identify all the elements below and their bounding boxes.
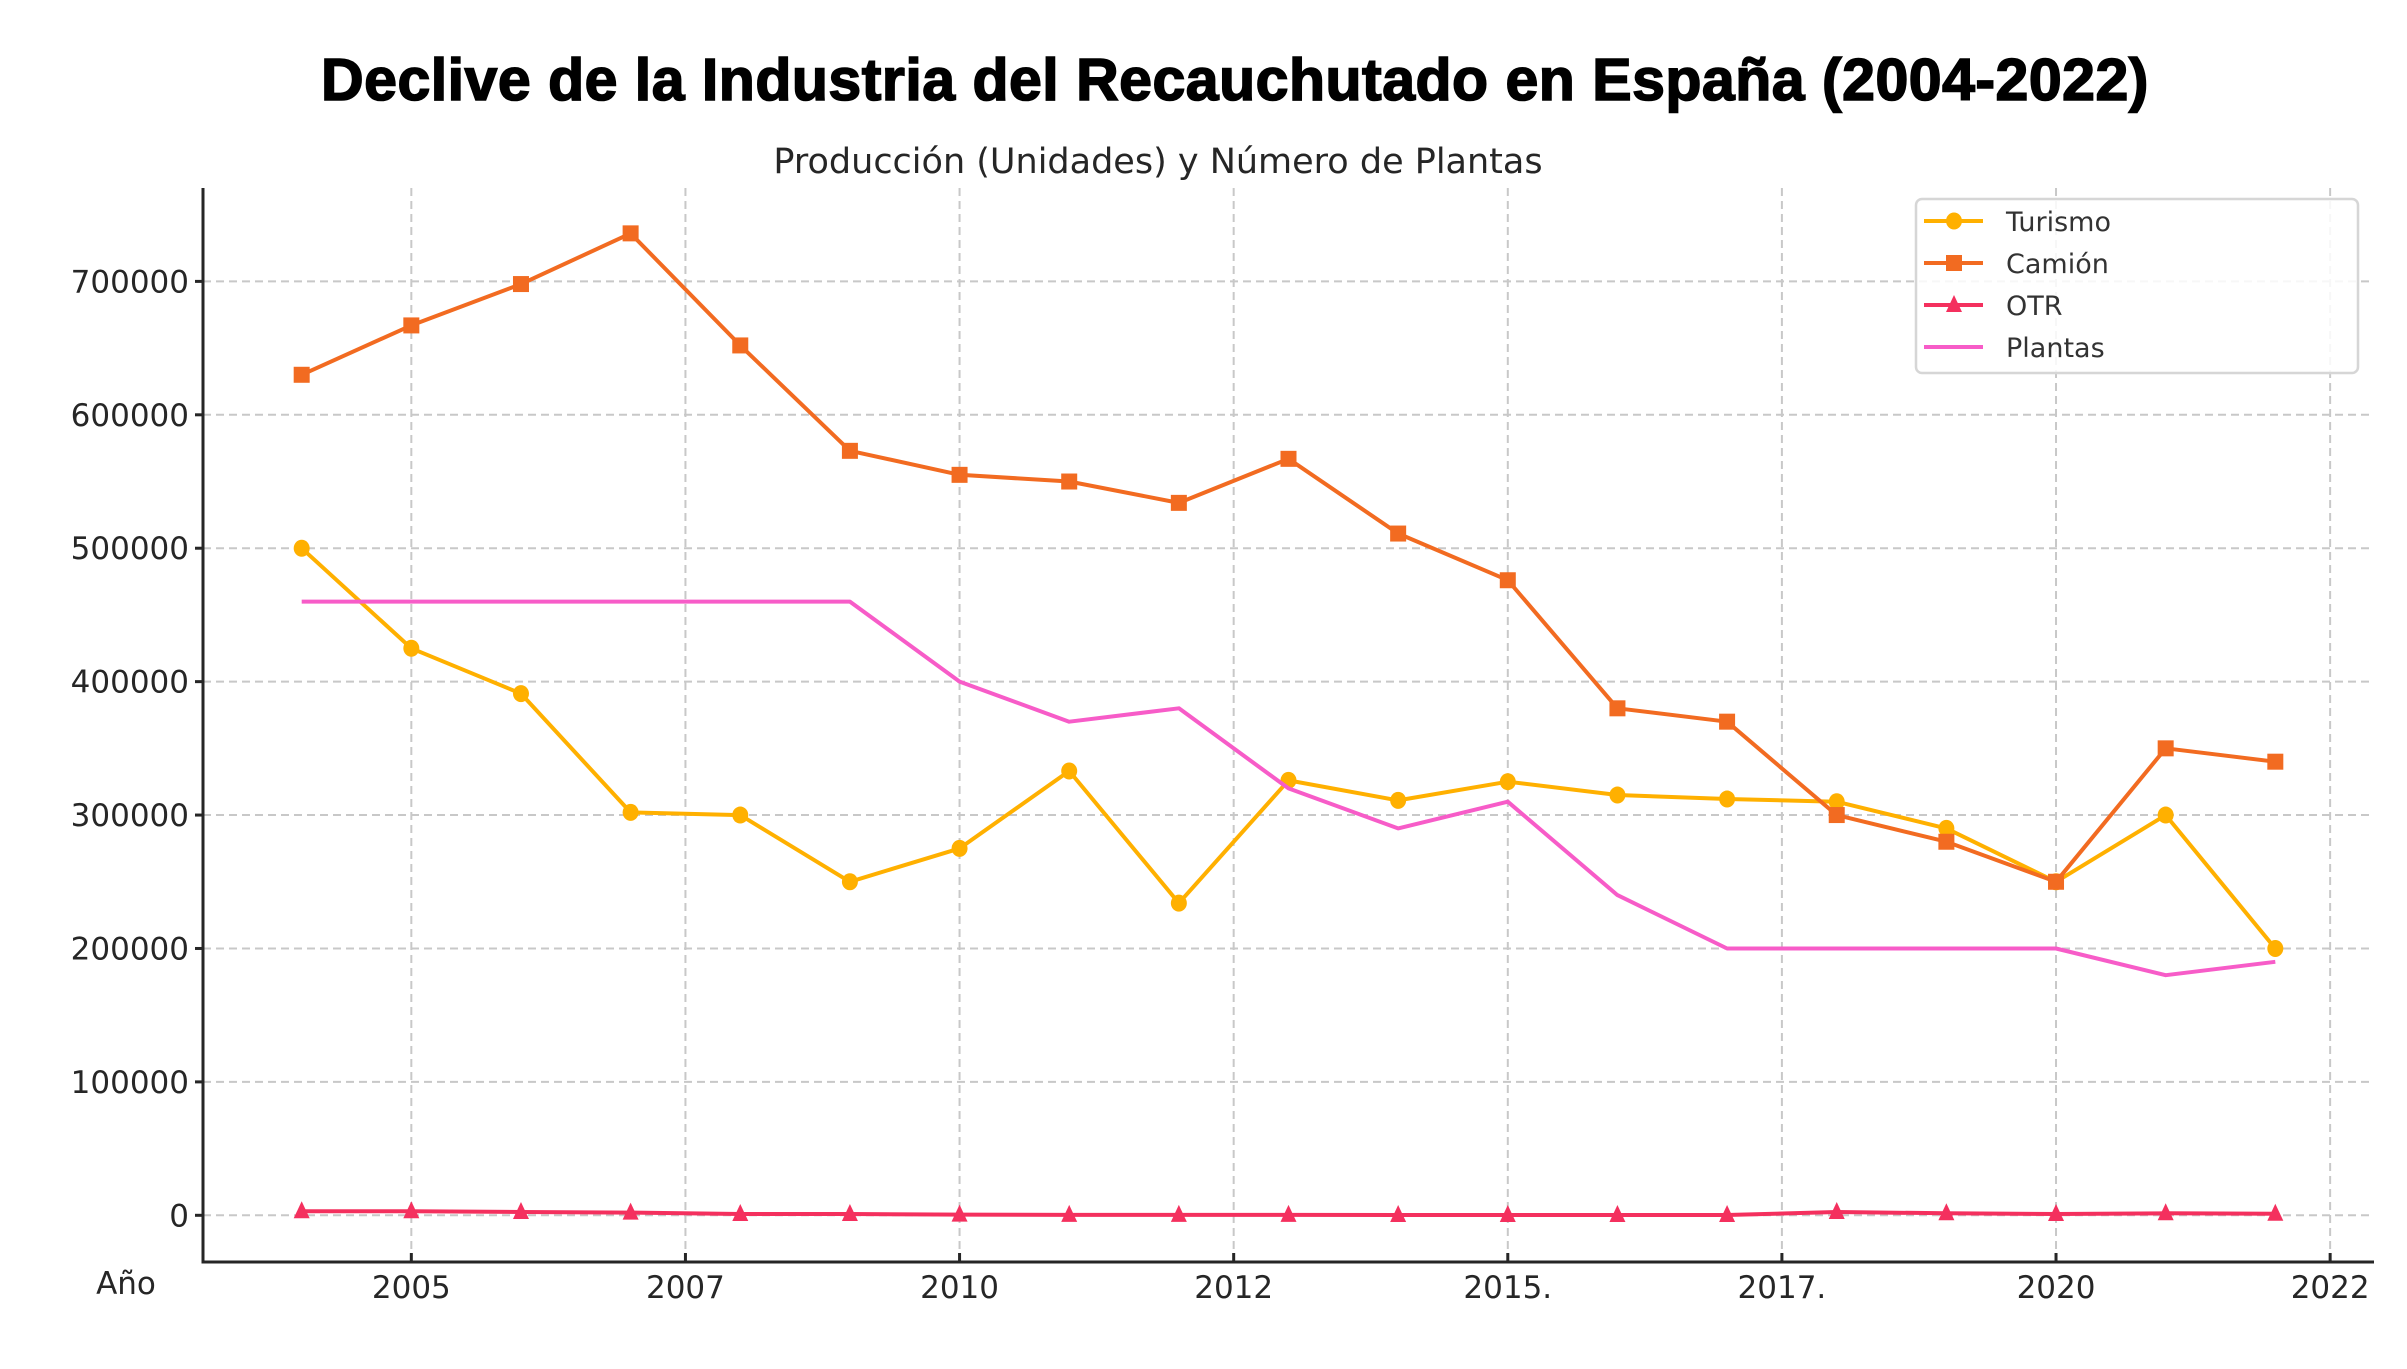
x-axis-label: Año [96,1266,156,1302]
data-point-turismo [1938,819,1955,837]
data-point-turismo [403,639,420,657]
data-point-turismo [1499,773,1516,791]
data-point-otr [1938,1203,1955,1221]
data-point-turismo [622,803,639,821]
series-plantas [301,599,2276,978]
data-point-camion [732,337,749,354]
data-point-otr [1061,1204,1078,1222]
data-point-otr [512,1201,529,1219]
x-tick-label: 2005 [372,1270,451,1306]
y-tick-label: 600000 [71,398,189,434]
legend-item-camion: Camión [1924,249,2109,280]
legend-marker-camion [1946,255,1962,271]
data-point-camion [1609,700,1626,717]
data-point-turismo [2157,806,2174,824]
data-point-camion [2267,753,2284,770]
legend-item-turismo: Turismo [1924,207,2111,238]
series-turismo [293,539,2284,957]
data-point-otr [2048,1203,2065,1221]
data-point-camion [841,442,858,459]
data-point-camion [951,466,968,483]
data-point-camion [1390,525,1407,542]
legend-frame [1914,197,2360,375]
data-point-otr [622,1202,639,1220]
data-point-otr [1828,1201,1845,1219]
legend-marker-turismo [1946,212,1962,230]
y-tick-label: 700000 [71,264,189,300]
legend-label-turismo: Turismo [2005,207,2111,238]
data-point-turismo [1719,790,1736,808]
data-point-otr [293,1201,310,1219]
data-point-turismo [1828,793,1845,811]
data-point-turismo [293,539,310,557]
data-point-turismo [951,839,968,857]
data-point-otr [1170,1204,1187,1222]
axes [201,188,2374,1264]
x-tick-label: 2012 [1194,1270,1273,1306]
data-point-turismo [1061,762,1078,780]
series-line-plantas [301,599,2276,978]
data-point-camion [1719,713,1736,730]
series-camion [293,225,2284,890]
x-tick-label: 2017. [1738,1270,1827,1306]
data-point-turismo [1609,786,1626,804]
x-tick-label: 2007 [646,1270,725,1306]
y-tick-label: 500000 [71,531,189,567]
y-tick-label: 100000 [71,1065,189,1101]
data-point-otr [1609,1205,1626,1223]
series-line-turismo [300,546,2277,950]
data-point-otr [732,1203,749,1221]
data-point-turismo [2267,939,2284,957]
x-tick-label: 2015. [1463,1270,1552,1306]
data-point-camion [622,225,639,242]
x-tick-label: 2022 [2291,1270,2370,1306]
data-point-camion [2157,740,2174,757]
ticks: 0 100000 200000 300000 400000 500000 600000 700… [71,264,2370,1306]
legend-marker-otr [1946,295,1962,312]
data-point-turismo [1170,894,1187,912]
data-point-camion [1938,833,1955,850]
legend-label-otr: OTR [2006,291,2063,322]
data-point-otr [951,1204,968,1222]
data-point-camion [1280,450,1297,467]
legend: Turismo Camión OTR Plantas [1914,197,2360,375]
y-tick-label: 400000 [71,665,189,701]
data-point-otr [1280,1204,1297,1222]
data-point-camion [403,317,420,334]
data-point-camion [293,366,310,383]
data-point-otr [2157,1203,2174,1221]
series-otr [293,1201,2284,1223]
chart-title: Declive de la Industria del Recauchutado… [320,46,2149,114]
legend-label-camion: Camión [2006,249,2109,280]
data-point-otr [841,1203,858,1221]
data-point-otr [2267,1203,2284,1221]
data-point-otr [403,1201,420,1219]
data-point-otr [1719,1205,1736,1223]
data-point-turismo [512,685,529,703]
data-point-turismo [732,806,749,824]
legend-label-plantas: Plantas [2006,333,2105,364]
data-point-camion [1170,494,1187,511]
y-tick-label: 300000 [71,798,189,834]
legend-item-plantas: Plantas [1924,333,2105,364]
x-tick-label: 2010 [920,1270,999,1306]
y-tick-label: 0 [169,1198,189,1234]
x-tick-label: 2020 [2017,1270,2096,1306]
data-point-camion [1828,807,1845,824]
data-point-camion [1499,572,1516,589]
data-point-otr [1499,1205,1516,1223]
data-point-camion [2048,873,2065,890]
legend-item-otr: OTR [1924,291,2063,322]
y-tick-label: 200000 [71,931,189,967]
data-point-otr [1390,1205,1407,1223]
chart-subtitle: Producción (Unidades) y Número de Planta… [773,142,1543,182]
data-point-turismo [1390,791,1407,809]
data-point-turismo [841,873,858,891]
data-point-camion [1061,473,1078,490]
series-layer [293,225,2284,1223]
data-point-camion [512,276,529,293]
